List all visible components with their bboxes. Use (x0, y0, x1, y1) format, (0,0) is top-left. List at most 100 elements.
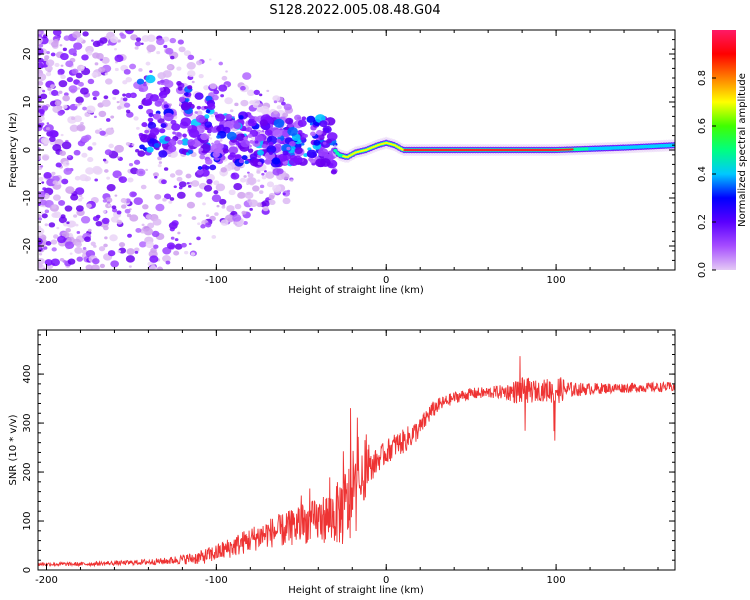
spectrogram-noise-blob (58, 80, 68, 88)
spectrogram-cluster-blob (138, 105, 144, 110)
colorbar-title: Normalized spectral amplitude (737, 73, 748, 227)
spectrogram-cluster-blob (194, 92, 204, 100)
spectrogram-noise-blob (222, 204, 226, 207)
spectrogram-noise-blob (178, 46, 186, 53)
spectrogram-noise-blob (240, 99, 249, 107)
spectrogram-noise-blob (230, 172, 240, 180)
spectrogram-noise-blob (86, 50, 93, 56)
spectrogram-noise-blob (75, 241, 82, 248)
spectrogram-noise-blob (82, 106, 87, 111)
spectrogram-ridge-core (395, 145, 399, 148)
spectrogram-noise-blob (78, 198, 83, 202)
spectrogram-cluster-blob (271, 157, 281, 165)
y-tick-label: 10 (22, 96, 33, 109)
spectrogram-noise-blob (45, 241, 52, 246)
spectrogram-cluster-blob (187, 139, 196, 146)
x-tick-label: 100 (547, 575, 566, 586)
spectrogram-cluster-blob (148, 112, 154, 118)
spectrogram-noise-blob (94, 129, 101, 134)
spectrogram-noise-blob (63, 35, 71, 41)
spectrogram-noise-blob (283, 103, 292, 111)
spectrogram-cluster-blob (226, 131, 237, 141)
spectrogram-noise-blob (41, 213, 48, 219)
spectrogram-noise-blob (257, 179, 261, 182)
spectrogram-cluster-blob (330, 169, 337, 175)
spectrogram-noise-blob (38, 43, 44, 48)
spectrogram-noise-blob (246, 198, 252, 203)
spectrogram-noise-blob (215, 183, 226, 192)
spectrogram-cluster-blob (162, 78, 170, 85)
spectrogram-noise-blob (156, 38, 165, 46)
spectrogram-cluster-blob (204, 121, 213, 128)
spectrogram-noise-blob (213, 180, 220, 186)
spectrogram-noise-blob (71, 68, 79, 75)
spectrogram-cluster-blob (249, 153, 258, 160)
spectrogram-noise-blob (74, 246, 83, 254)
spectrogram-cluster-blob (313, 139, 321, 146)
spectrogram-cluster-blob (178, 96, 186, 102)
spectrogram-noise-blob (190, 252, 196, 256)
spectrogram-noise-blob (282, 197, 291, 205)
spectrogram-noise-blob (185, 173, 192, 179)
spectrogram-noise-blob (116, 100, 120, 104)
spectrogram-noise-blob (211, 194, 222, 203)
spectrogram-noise-blob (262, 206, 269, 212)
spectrogram-noise-blob (167, 64, 173, 70)
spectrogram-noise-blob (87, 78, 95, 85)
spectrogram-noise-blob (68, 85, 78, 93)
spectrogram-noise-blob (85, 264, 93, 270)
spectrogram-noise-blob (163, 193, 172, 200)
spectrogram-noise-blob (157, 164, 162, 168)
spectrogram-noise-blob (81, 152, 88, 158)
spectrogram-cluster-blob (210, 143, 222, 153)
spectrogram-noise-blob (103, 243, 108, 248)
spectrogram-noise-blob (261, 172, 265, 176)
spectrogram-noise-blob (237, 191, 246, 199)
snr-y-ticks: 0 100 200 300 400 (22, 334, 675, 573)
spectrogram-noise-blob (196, 236, 201, 241)
spectrogram-cluster-blob (209, 164, 217, 171)
spectrogram-noise-blob (77, 87, 81, 90)
spectrogram-noise-blob (177, 39, 184, 45)
spectrogram-noise-blob (131, 143, 135, 146)
spectrogram-noise-blob (218, 84, 228, 92)
spectrogram-noise-blob (71, 116, 76, 121)
spectrogram-cluster-blob (139, 144, 145, 150)
spectrogram-noise-blob (73, 42, 83, 50)
spectrogram-noise-blob (94, 62, 99, 66)
spectrogram-noise-blob (224, 97, 233, 105)
x-tick-label: -200 (35, 275, 58, 286)
spectrogram-noise-blob (186, 181, 190, 185)
spectrogram-noise-blob (162, 197, 167, 202)
spectrogram-cluster-blob (288, 141, 296, 147)
spectrogram-noise-blob (162, 247, 172, 255)
spectrogram-cluster-blob (246, 126, 253, 133)
spectrogram-noise-blob (42, 138, 50, 145)
spectrogram-cluster-blob (242, 127, 247, 131)
spectrogram-noise-blob (116, 210, 122, 215)
spectrogram-cluster-blob (177, 139, 183, 145)
spectrogram-noise-blob (129, 191, 137, 198)
spectrogram-noise-blob (127, 233, 132, 238)
spectrogram-noise-blob (133, 116, 139, 121)
spectrogram-noise-blob (183, 50, 192, 57)
spectrogram-noise-blob (92, 90, 100, 97)
spectrogram-cluster-blob (287, 126, 299, 136)
spectrogram-cluster-blob (228, 146, 239, 155)
spectrogram-noise-blob (240, 85, 246, 91)
spectrogram-noise-blob (135, 227, 142, 233)
spectrogram-noise-blob (57, 110, 64, 116)
spectrogram-noise-blob (68, 48, 77, 56)
spectrogram-cluster-blob (196, 105, 202, 110)
spectrogram-noise-blob (249, 207, 253, 211)
spectrogram-cluster-blob (147, 121, 157, 130)
spectrogram-noise-blob (47, 87, 52, 91)
spectrogram-noise-blob (46, 122, 50, 125)
spectrogram-cluster-blob (257, 149, 265, 156)
spectrogram-noise-blob (110, 216, 119, 223)
spectrogram-cluster-blob (297, 119, 307, 127)
colorbar-tick-label: 0.2 (697, 214, 708, 230)
spectrogram-noise-blob (68, 220, 77, 228)
spectrogram-cluster-blob (247, 133, 253, 138)
spectrogram-noise-blob (259, 93, 263, 97)
